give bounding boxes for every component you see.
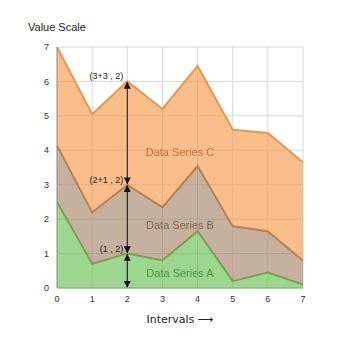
svg-text:(3+3 , 2): (3+3 , 2) (90, 71, 124, 81)
svg-text:6: 6 (44, 77, 49, 87)
svg-text:5: 5 (230, 294, 235, 304)
svg-text:7: 7 (44, 42, 49, 52)
svg-text:(2+1 , 2): (2+1 , 2) (90, 175, 124, 185)
svg-text:1: 1 (44, 249, 49, 259)
svg-text:2: 2 (44, 214, 49, 224)
svg-text:0: 0 (44, 283, 49, 293)
svg-text:3: 3 (44, 180, 49, 190)
svg-text:2: 2 (125, 294, 130, 304)
svg-text:Data Series C: Data Series C (146, 146, 215, 158)
svg-text:5: 5 (44, 111, 49, 121)
svg-text:3: 3 (160, 294, 165, 304)
svg-text:(1 , 2): (1 , 2) (100, 244, 124, 254)
svg-text:Value Scale: Value Scale (28, 21, 86, 33)
svg-text:0: 0 (54, 294, 59, 304)
svg-text:4: 4 (44, 145, 49, 155)
svg-text:1: 1 (90, 294, 95, 304)
svg-text:6: 6 (265, 294, 270, 304)
svg-text:Data Series B: Data Series B (146, 219, 214, 231)
svg-text:Intervals ⟶: Intervals ⟶ (146, 313, 213, 326)
svg-text:Data Series A: Data Series A (146, 267, 214, 279)
svg-text:7: 7 (300, 294, 305, 304)
svg-text:4: 4 (195, 294, 200, 304)
